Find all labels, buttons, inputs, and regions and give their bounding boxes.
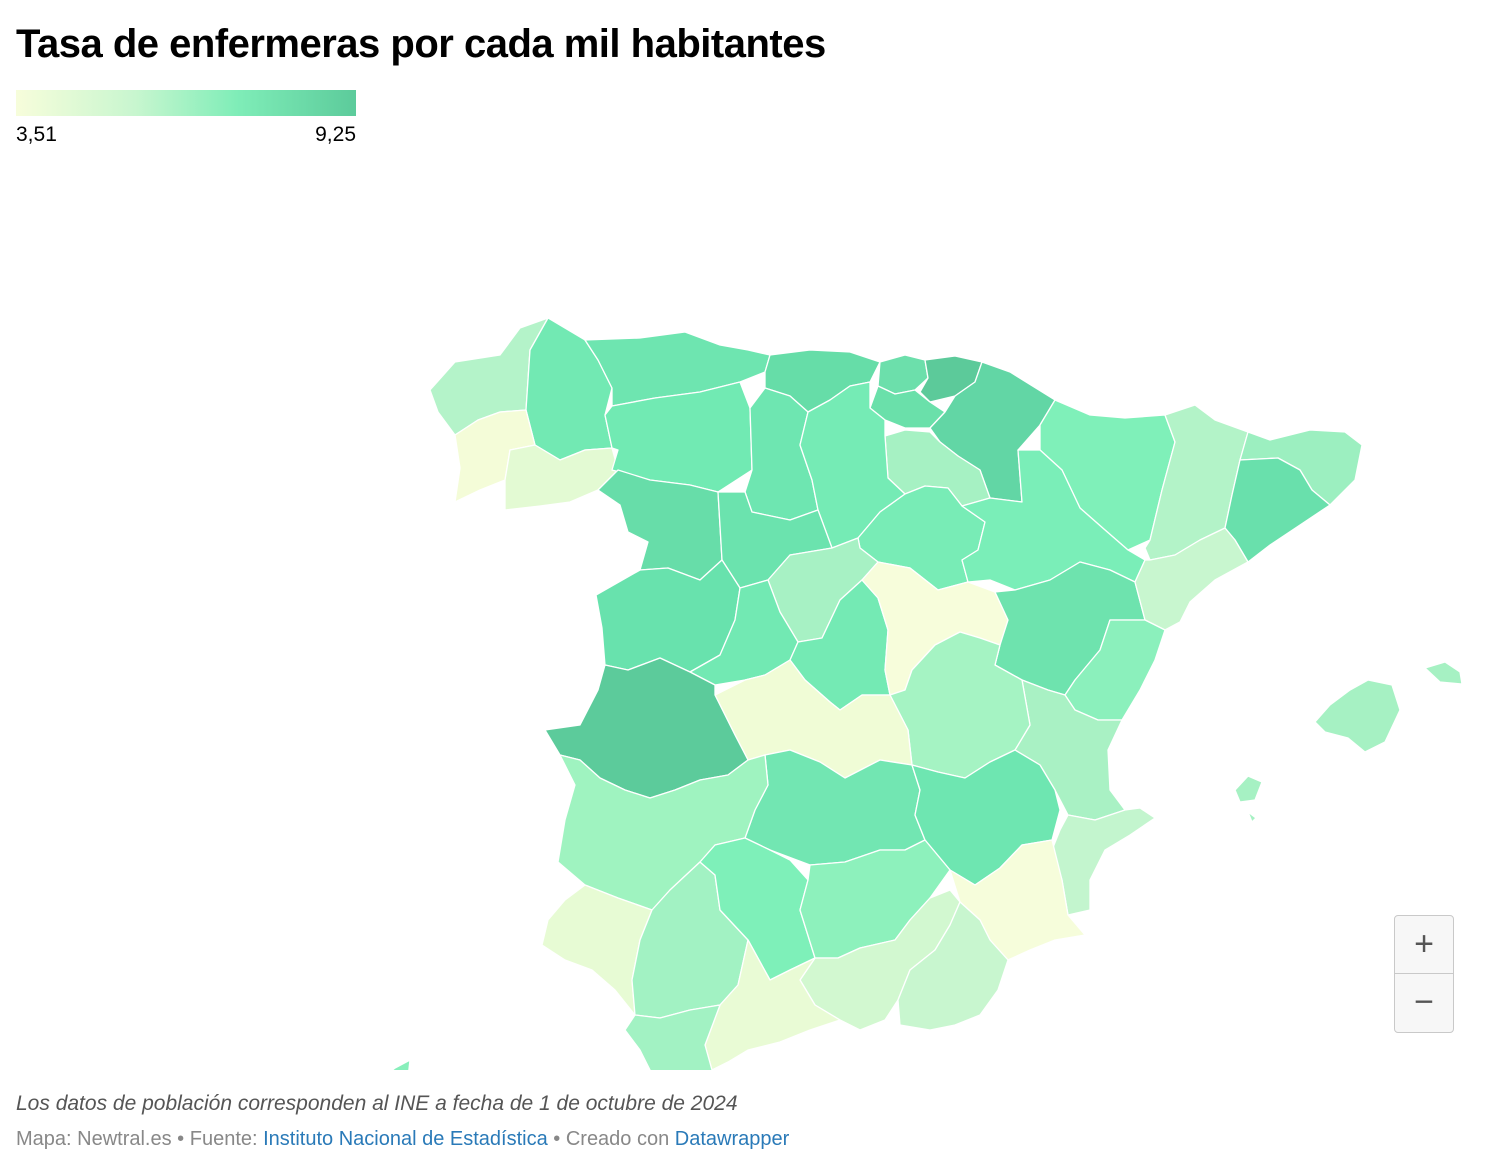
region-alicante[interactable]: Alicante (1051, 807, 1156, 916)
region-asturias[interactable]: Asturias (584, 331, 771, 407)
footnote: Los datos de población corresponden al I… (16, 1092, 738, 1115)
zoom-out-button[interactable]: − (1395, 973, 1453, 1031)
chart-title: Tasa de enfermeras por cada mil habitant… (16, 22, 826, 66)
region-bizkaia[interactable]: Bizkaia (877, 354, 929, 395)
region-badajoz[interactable]: Badajoz (557, 754, 769, 911)
region-illes-balears[interactable]: Illes Balears (1234, 661, 1463, 823)
choropleth-map[interactable]: A Coruña Lugo Pontevedra Ourense Asturia… (0, 150, 1496, 1070)
region-cadiz[interactable]: Cádiz (624, 1004, 721, 1070)
legend-gradient-bar (16, 90, 356, 116)
source-middle: • Creado con (547, 1128, 675, 1150)
legend-max-label: 9,25 (315, 123, 356, 146)
region-las-palmas[interactable]: Las Palmas (210, 1059, 411, 1070)
region-almeria[interactable]: Almería (897, 901, 1009, 1031)
datawrapper-link[interactable]: Datawrapper (674, 1128, 790, 1150)
source-link[interactable]: Instituto Nacional de Estadística (263, 1128, 548, 1150)
color-legend: 3,51 9,25 (16, 90, 356, 147)
region-burgos[interactable]: Burgos (799, 381, 906, 549)
region-tarragona[interactable]: Tarragona (1134, 527, 1249, 631)
region-barcelona[interactable]: Barcelona (1224, 457, 1331, 563)
spain-map-svg[interactable]: A Coruña Lugo Pontevedra Ourense Asturia… (0, 150, 1496, 1070)
source-line: Mapa: Newtral.es • Fuente: Instituto Nac… (16, 1128, 789, 1151)
source-prefix: Mapa: Newtral.es • Fuente: (16, 1128, 264, 1150)
legend-min-label: 3,51 (16, 123, 57, 146)
zoom-controls: + − (1394, 915, 1454, 1033)
zoom-in-button[interactable]: + (1414, 925, 1434, 963)
